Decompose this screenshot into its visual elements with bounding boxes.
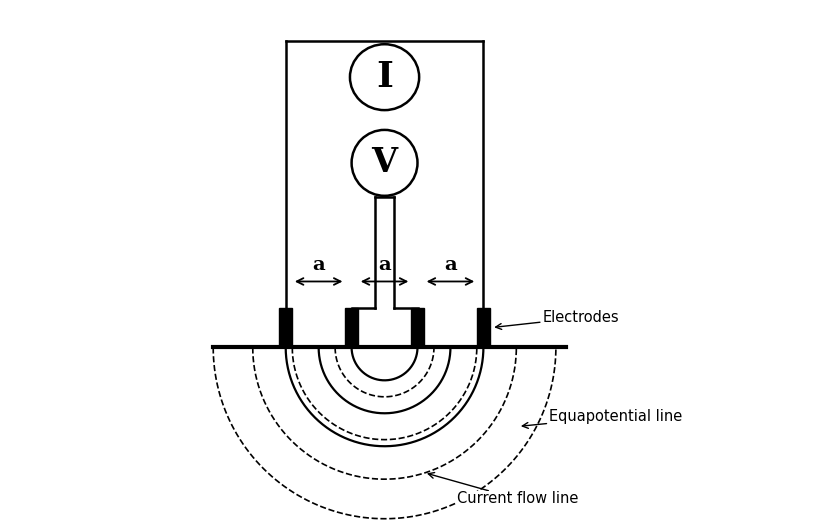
Bar <box>280 308 292 347</box>
Text: a: a <box>444 256 457 274</box>
Text: Equapotential line: Equapotential line <box>523 409 682 428</box>
Bar <box>346 308 358 347</box>
Bar <box>477 308 489 347</box>
Text: I: I <box>376 60 393 94</box>
Ellipse shape <box>350 44 419 110</box>
Text: Electrodes: Electrodes <box>496 310 620 329</box>
Text: a: a <box>378 256 391 274</box>
Text: Current flow line: Current flow line <box>428 473 579 507</box>
Ellipse shape <box>352 130 418 196</box>
Text: a: a <box>312 256 325 274</box>
Bar <box>412 308 423 347</box>
Text: V: V <box>372 146 397 179</box>
